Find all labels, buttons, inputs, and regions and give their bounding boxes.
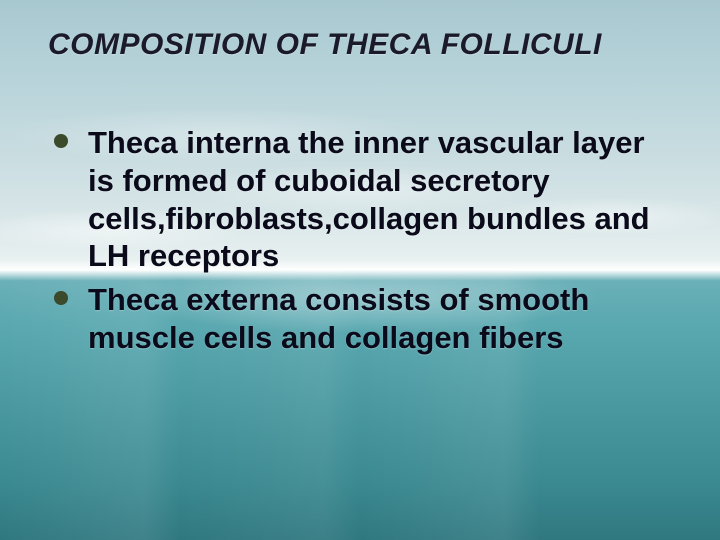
slide-content: COMPOSITION OF THECA FOLLICULI Theca int… bbox=[0, 0, 720, 357]
bullet-item: Theca externa consists of smooth muscle … bbox=[52, 281, 672, 357]
slide: COMPOSITION OF THECA FOLLICULI Theca int… bbox=[0, 0, 720, 540]
bullet-item: Theca interna the inner vascular layer i… bbox=[52, 124, 672, 275]
slide-title: COMPOSITION OF THECA FOLLICULI bbox=[48, 28, 672, 62]
bullet-list: Theca interna the inner vascular layer i… bbox=[48, 124, 672, 357]
